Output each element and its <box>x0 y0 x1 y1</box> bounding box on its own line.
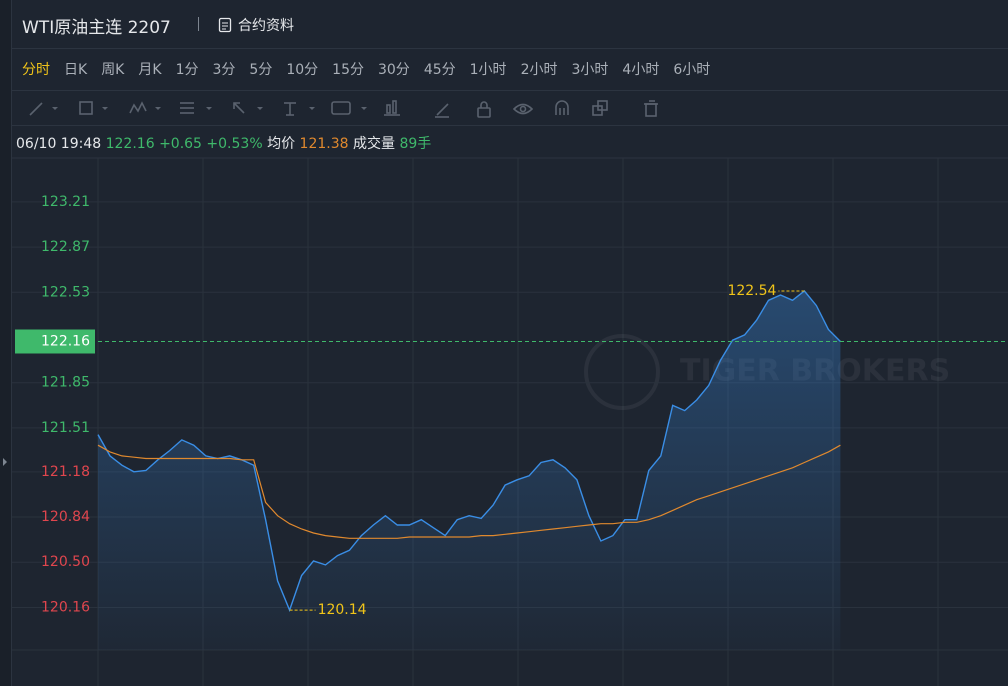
y-tick-label: 123.21 <box>41 194 90 210</box>
watermark-logo <box>584 334 660 410</box>
label-tool[interactable] <box>331 101 367 115</box>
last-price-tag <box>15 329 95 354</box>
volume-label: 成交量 <box>353 136 395 152</box>
avg-value: 121.38 <box>299 136 349 152</box>
period-tab[interactable]: 分时 <box>22 62 50 78</box>
magnet-tool[interactable] <box>555 100 569 115</box>
lock-tool[interactable] <box>477 101 491 118</box>
period-tab[interactable]: 5分 <box>249 62 273 78</box>
period-tab[interactable]: 1分 <box>175 62 199 78</box>
y-tick-label: 121.51 <box>41 420 90 436</box>
measure-tool[interactable] <box>384 100 400 116</box>
period-tab[interactable]: 日K <box>64 62 88 78</box>
drawing-toolbar <box>12 90 1008 126</box>
y-tick-label: 120.50 <box>41 554 90 570</box>
price-area <box>98 291 841 650</box>
period-tab[interactable]: 周K <box>101 62 125 78</box>
doc-icon <box>218 17 232 33</box>
y-tick-label: 122.87 <box>41 239 90 255</box>
rect-tool[interactable] <box>79 101 108 115</box>
contract-info-button[interactable]: 合约资料 <box>218 15 294 35</box>
side-toggle[interactable] <box>0 0 11 686</box>
period-tab[interactable]: 3分 <box>212 62 236 78</box>
period-tab[interactable]: 月K <box>138 62 162 78</box>
period-tab[interactable]: 1小时 <box>469 62 507 78</box>
delete-tool[interactable] <box>644 100 658 117</box>
period-bar: 分时 日K 周K 月K 1分 3分 5分 10分 15分 30分 45分 1小时 2小时 3小时 4小时 6小… <box>12 50 1008 88</box>
line-tool[interactable] <box>29 102 58 116</box>
volume-value: 89手 <box>399 136 432 152</box>
period-tab[interactable]: 10分 <box>286 62 319 78</box>
last-price-label: 122.16 <box>41 334 90 350</box>
side-panel <box>0 0 12 686</box>
quote-price: 122.16 <box>105 136 155 152</box>
quote-change-pct: +0.53% <box>206 136 263 152</box>
y-tick-label: 122.53 <box>41 284 90 300</box>
pattern-tool[interactable] <box>129 101 161 114</box>
y-tick-label: 120.16 <box>41 599 90 615</box>
period-tab[interactable]: 30分 <box>377 62 410 78</box>
toolbar-icons <box>29 100 658 118</box>
arrow-tool[interactable] <box>233 102 263 114</box>
separator <box>198 17 199 31</box>
contract-info-label: 合约资料 <box>238 18 294 34</box>
low-label: 120.14 <box>318 602 367 618</box>
period-tab[interactable]: 3小时 <box>571 62 609 78</box>
eye-tool[interactable] <box>512 103 534 115</box>
quote-time: 06/10 19:48 <box>16 136 102 152</box>
watermark: TIGER BROKERS <box>680 354 950 389</box>
header: WTI原油主连 2207 合约资料 <box>12 0 1008 49</box>
price-line <box>97 290 841 613</box>
quote-change: +0.65 <box>159 136 202 152</box>
period-tab[interactable]: 15分 <box>332 62 364 78</box>
text-tool[interactable] <box>284 102 315 116</box>
period-tab[interactable]: 45分 <box>423 62 456 78</box>
y-tick-label: 120.84 <box>41 509 90 525</box>
title: WTI原油主连 2207 <box>22 18 171 38</box>
y-tick-label: 121.18 <box>41 464 90 480</box>
quote-info: 06/10 19:48 122.16 +0.65 +0.53% 均价 121.3… <box>16 133 431 153</box>
high-label: 122.54 <box>727 283 776 299</box>
fib-tool[interactable] <box>180 102 212 114</box>
avg-label: 均价 <box>267 136 296 152</box>
period-tab[interactable]: 4小时 <box>622 62 660 78</box>
period-tab[interactable]: 2小时 <box>520 62 558 78</box>
copy-tool[interactable] <box>592 100 608 116</box>
period-tab[interactable]: 6小时 <box>673 62 711 78</box>
pen-tool[interactable] <box>435 103 449 118</box>
avg-line <box>97 444 841 539</box>
y-tick-label: 121.85 <box>41 375 90 391</box>
